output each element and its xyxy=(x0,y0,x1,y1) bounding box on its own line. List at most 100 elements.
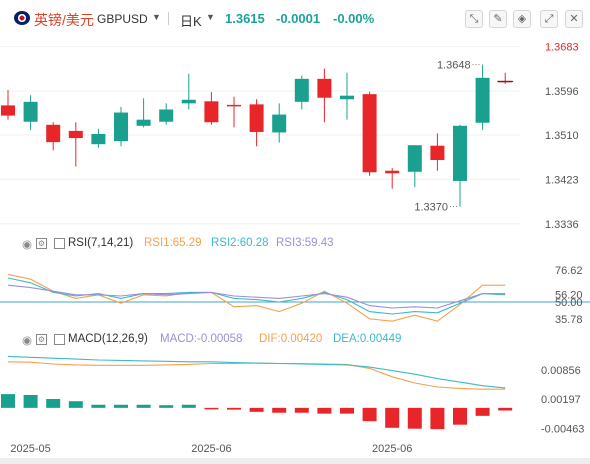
macd-histogram-bar xyxy=(294,407,309,413)
candle-body xyxy=(430,145,445,161)
dea-line xyxy=(7,355,506,389)
x-tick-label: 2025-05 xyxy=(10,443,50,455)
rsi-tick-label: 56.20 xyxy=(555,290,583,302)
period-selector[interactable]: 日K xyxy=(180,14,202,29)
close-icon[interactable]: ✕ xyxy=(565,10,583,28)
macd-histogram-bar xyxy=(475,407,490,416)
layers-icon[interactable]: ◈ xyxy=(513,10,531,28)
macd-title: MACD(12,26,9) xyxy=(68,333,148,345)
x-axis: 2025-05 2025-06 2025-06 xyxy=(0,443,590,464)
divider xyxy=(168,12,169,25)
price-tick-label: 1.3336 xyxy=(545,219,579,231)
candle-body xyxy=(68,130,83,139)
high-label: 1.3648 xyxy=(437,60,471,72)
macd-tick-label: 0.00197 xyxy=(541,394,581,406)
macd-value: MACD:-0.00058 xyxy=(160,333,243,345)
candles: 1.3648 1.3370 xyxy=(1,60,514,213)
macd-histogram-bar xyxy=(453,407,467,425)
candle-body xyxy=(136,119,151,126)
chart-header: 英镑/美元 GBPUSD ▼ 日K ▼ 1.3615 -0.0001 -0.00… xyxy=(0,0,590,36)
macd-histogram-bar xyxy=(23,395,38,408)
candle-body xyxy=(46,124,61,143)
rsi-line-rsi3 xyxy=(7,284,506,309)
macd-histogram-bar xyxy=(249,407,264,412)
x-tick-label: 2025-06 xyxy=(372,443,412,455)
candle-body xyxy=(272,114,287,133)
dif-line xyxy=(7,361,506,390)
candle-body xyxy=(1,105,15,116)
candle-body xyxy=(204,101,219,123)
price-tick-label: 1.3596 xyxy=(545,86,579,98)
settings-icon[interactable]: ⚙ xyxy=(36,334,47,345)
chevron-down-icon[interactable]: ▼ xyxy=(152,12,161,22)
candle-body xyxy=(407,145,422,172)
eye-icon[interactable]: ◉ xyxy=(22,335,33,347)
candle-body xyxy=(385,170,400,174)
period-chevron-icon[interactable]: ▼ xyxy=(206,12,215,22)
rsi1-value: RSI1:65.29 xyxy=(144,237,202,249)
macd-histogram-bar xyxy=(317,407,332,414)
pair-name-cn[interactable]: 英镑/美元 xyxy=(34,12,94,28)
candle-body xyxy=(294,78,309,102)
macd-histogram-bar xyxy=(340,407,354,414)
candle-body xyxy=(317,78,332,98)
candle-body xyxy=(362,94,377,173)
low-label: 1.3370 xyxy=(414,201,448,213)
candle-body xyxy=(114,112,128,142)
macd-tick-label: -0.00463 xyxy=(541,423,584,435)
rsi-tick-label: 35.78 xyxy=(555,314,583,326)
macd-header: ◉ ⚙ MACD(12,26,9) MACD:-0.00058 DIF:0.00… xyxy=(0,332,590,350)
rsi-tick-label: 76.62 xyxy=(555,265,583,277)
candle-body xyxy=(181,99,196,104)
macd-histogram-bar xyxy=(159,405,174,408)
dea-value: DEA:0.00449 xyxy=(333,333,402,345)
price-tick-label: 1.3423 xyxy=(545,174,579,186)
checkbox-icon[interactable] xyxy=(54,334,65,345)
candle-body xyxy=(249,104,264,132)
last-price: 1.3615 xyxy=(225,11,265,26)
macd-histogram-bar xyxy=(91,404,106,408)
draw-line-icon[interactable]: ⤡ xyxy=(465,10,483,28)
rsi-line-rsi1 xyxy=(7,273,506,322)
grid xyxy=(0,46,520,225)
eye-icon[interactable]: ◉ xyxy=(22,239,33,251)
candle-body xyxy=(91,133,106,145)
macd-tick-label: 0.00856 xyxy=(541,365,581,377)
price-change: -0.0001 xyxy=(276,11,321,26)
rsi2-value: RSI2:60.28 xyxy=(211,237,269,249)
checkbox-icon[interactable] xyxy=(54,238,65,249)
draw-pen-icon[interactable]: ✎ xyxy=(489,10,507,28)
price-change-pct: -0.00% xyxy=(333,11,375,26)
macd-histogram-bar xyxy=(68,401,83,408)
price-tick-label: 1.3683 xyxy=(545,42,579,54)
rsi-header: ◉ ⚙ RSI(7,14,21) RSI1:65.29 RSI2:60.28 R… xyxy=(0,236,590,254)
macd-histogram-bar xyxy=(272,407,287,413)
macd-panel: 0.00856 0.00197 -0.00463 xyxy=(1,355,584,435)
macd-histogram-bar xyxy=(204,407,219,410)
x-tick-label: 2025-06 xyxy=(191,443,231,455)
rsi-title: RSI(7,14,21) xyxy=(68,237,134,249)
rsi3-value: RSI3:59.43 xyxy=(276,237,334,249)
macd-histogram-bar xyxy=(407,407,422,429)
pair-symbol[interactable]: GBPUSD xyxy=(97,12,148,26)
macd-histogram-bar xyxy=(227,407,241,410)
macd-histogram-bar xyxy=(362,407,377,422)
price-tick-label: 1.3510 xyxy=(545,130,579,142)
macd-histogram-bar xyxy=(498,407,513,411)
settings-icon[interactable]: ⚙ xyxy=(36,238,47,249)
macd-histogram-bar xyxy=(430,407,445,430)
dif-value: DIF:0.00420 xyxy=(259,333,323,345)
candle-body xyxy=(453,125,467,181)
candle-body xyxy=(227,104,241,107)
candle-body xyxy=(475,77,490,123)
rsi-line-rsi2 xyxy=(7,277,506,315)
macd-histogram-bar xyxy=(1,394,15,408)
macd-histogram-bar xyxy=(181,404,196,408)
rsi-tick-label: 50.00 xyxy=(555,297,583,309)
macd-histogram-bar xyxy=(136,404,151,408)
price-axis: 1.3683 1.3596 1.3510 1.3423 1.3336 xyxy=(545,42,579,231)
time-scrollbar xyxy=(0,458,590,464)
fullscreen-icon[interactable]: ⤢ xyxy=(540,10,558,28)
